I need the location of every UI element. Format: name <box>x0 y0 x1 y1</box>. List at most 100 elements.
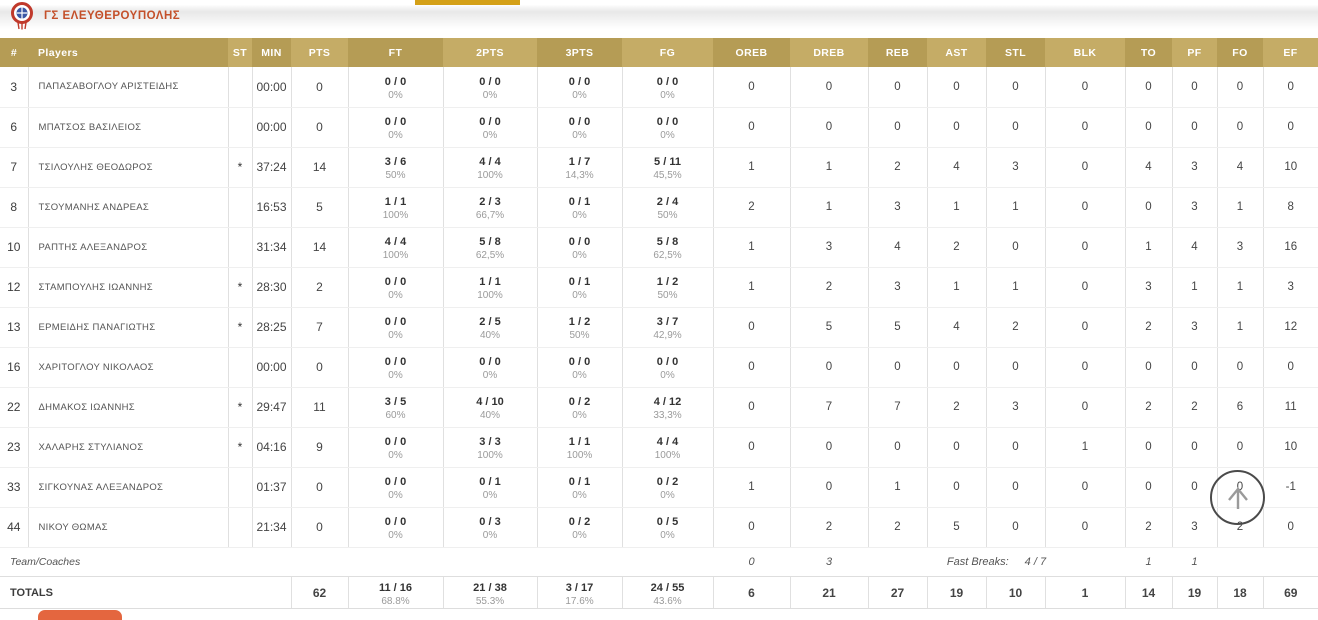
team-name: ΓΣ ΕΛΕΥΘΕΡΟΥΠΟΛΗΣ <box>44 10 181 22</box>
cell-pf: 3 <box>1172 507 1218 548</box>
cell-fg: 2 / 4 50% <box>622 187 714 228</box>
cell-to: 3 <box>1125 267 1173 308</box>
cell-ast: 1 <box>927 187 987 228</box>
cell-reb: 0 <box>868 107 928 148</box>
cell-oreb: 0 <box>713 347 791 388</box>
cell-reb: 5 <box>868 307 928 348</box>
cell-ef: 8 <box>1263 187 1318 228</box>
cell-reb: 1 <box>868 467 928 508</box>
cell-name: ΜΠΑΤΣΟΣ ΒΑΣΙΛΕΙΟΣ <box>28 107 229 148</box>
cell-stl: 2 <box>986 307 1046 348</box>
cell-ef: 3 <box>1263 267 1318 308</box>
cell-p2: 4 / 4 100% <box>443 147 538 188</box>
cell-ast: 19 <box>927 576 987 609</box>
cell-fo: 4 <box>1217 147 1264 188</box>
cell-p2: 0 / 3 0% <box>443 507 538 548</box>
player-row: 22 ΔΗΜΑΚΟΣ ΙΩΑΝΝΗΣ * 29:47 11 3 / 5 60% 4 / 10 4… <box>0 387 1318 428</box>
cell-ef: 12 <box>1263 307 1318 348</box>
team-tab[interactable] <box>38 610 122 620</box>
cell-ef: 10 <box>1263 427 1318 468</box>
cell-dreb: 3 <box>790 547 868 577</box>
cell-p2 <box>443 547 537 577</box>
cell-dreb: 0 <box>790 467 869 508</box>
cell-ft: 3 / 5 60% <box>348 387 444 428</box>
col-header-p3: 3PTS <box>537 38 622 67</box>
cell-ft: 0 / 0 0% <box>348 307 444 348</box>
cell-reb: 7 <box>868 387 928 428</box>
fast-breaks-label: Fast Breaks: <box>946 555 1009 568</box>
cell-stl: 0 <box>986 67 1046 108</box>
cell-num: 12 <box>0 267 29 308</box>
cell-blk: 0 <box>1045 67 1126 108</box>
cell-p3: 1 / 2 50% <box>537 307 623 348</box>
cell-stl: 0 <box>986 107 1046 148</box>
col-header-stl: STL <box>986 38 1045 67</box>
cell-name: ΣΤΑΜΠΟΥΛΗΣ ΙΩΑΝΝΗΣ <box>28 267 229 308</box>
cell-fg: 0 / 0 0% <box>622 67 714 108</box>
cell-min: 04:16 <box>252 427 292 468</box>
col-header-st: ST <box>228 38 252 67</box>
cell-pts: 0 <box>291 467 349 508</box>
cell-st <box>228 187 253 228</box>
cell-blk: 0 <box>1045 147 1126 188</box>
cell-ft: 3 / 6 50% <box>348 147 444 188</box>
cell-p3: 0 / 2 0% <box>537 387 623 428</box>
player-row: 3 ΠΑΠΑΣΑΒΟΓΛΟΥ ΑΡΙΣΤΕΙΔΗΣ 00:00 0 0 / 0 0% 0 /… <box>0 67 1318 108</box>
cell-dreb: 0 <box>790 107 869 148</box>
cell-pf: 0 <box>1172 347 1218 388</box>
cell-p2: 2 / 5 40% <box>443 307 538 348</box>
cell-st: * <box>228 307 253 348</box>
cell-min: 28:25 <box>252 307 292 348</box>
cell-ast: 4 <box>927 147 987 188</box>
cell-blk: 1 <box>1045 576 1126 609</box>
arrow-up-icon <box>1227 486 1248 509</box>
cell-pts: 9 <box>291 427 349 468</box>
cell-blk: 1 <box>1045 427 1126 468</box>
cell-ef: 0 <box>1263 67 1318 108</box>
cell-fo: 0 <box>1217 107 1264 148</box>
cell-fg: 4 / 12 33,3% <box>622 387 714 428</box>
player-row: 23 ΧΑΛΑΡΗΣ ΣΤΥΛΙΑΝΟΣ * 04:16 9 0 / 0 0% 3 / 3 10… <box>0 427 1318 468</box>
cell-oreb: 1 <box>713 227 791 268</box>
header-shadow <box>0 5 1318 29</box>
cell-fg: 4 / 4 100% <box>622 427 714 468</box>
cell-st <box>228 507 253 548</box>
cell-dreb: 2 <box>790 267 869 308</box>
col-header-ast: AST <box>927 38 986 67</box>
cell-st: * <box>228 427 253 468</box>
cell-oreb: 2 <box>713 187 791 228</box>
player-row: 8 ΤΣΟΥΜΑΝΗΣ ΑΝΔΡΕΑΣ 16:53 5 1 / 1 100% 2 / 3 66… <box>0 187 1318 228</box>
cell-fg: 1 / 2 50% <box>622 267 714 308</box>
cell-stl: 0 <box>986 507 1046 548</box>
cell-ef: 0 <box>1263 107 1318 148</box>
cell-stl: 1 <box>986 187 1046 228</box>
cell-reb: 3 <box>868 187 928 228</box>
cell-st <box>228 67 253 108</box>
cell-reb: 4 <box>868 227 928 268</box>
cell-dreb: 0 <box>790 427 869 468</box>
scroll-top-button[interactable] <box>1210 470 1265 525</box>
cell-stl: 0 <box>986 227 1046 268</box>
cell-reb: 27 <box>868 576 928 609</box>
cell-ft: 0 / 0 0% <box>348 67 444 108</box>
box-score-header: # Players ST MIN PTS FT 2PTS 3PTS FG OREB DREB REB A… <box>0 38 1318 67</box>
cell-fo: 6 <box>1217 387 1264 428</box>
cell-fg: 5 / 11 45,5% <box>622 147 714 188</box>
cell-st <box>228 107 253 148</box>
col-header-dreb: DREB <box>790 38 868 67</box>
cell-p3 <box>537 547 622 577</box>
cell-fg: 3 / 7 42,9% <box>622 307 714 348</box>
cell-st: * <box>228 387 253 428</box>
col-header-fg: FG <box>622 38 713 67</box>
cell-stl: 0 <box>986 427 1046 468</box>
cell-fg: 0 / 0 0% <box>622 107 714 148</box>
cell-pf: 19 <box>1172 576 1218 609</box>
cell-ast: 2 <box>927 387 987 428</box>
col-header-ft: FT <box>348 38 443 67</box>
cell-pts: 2 <box>291 267 349 308</box>
cell-ft: 0 / 0 0% <box>348 467 444 508</box>
cell-p2: 0 / 0 0% <box>443 347 538 388</box>
cell-p3: 0 / 1 0% <box>537 267 623 308</box>
active-tab-indicator[interactable] <box>415 0 520 5</box>
cell-reb: 0 <box>868 67 928 108</box>
